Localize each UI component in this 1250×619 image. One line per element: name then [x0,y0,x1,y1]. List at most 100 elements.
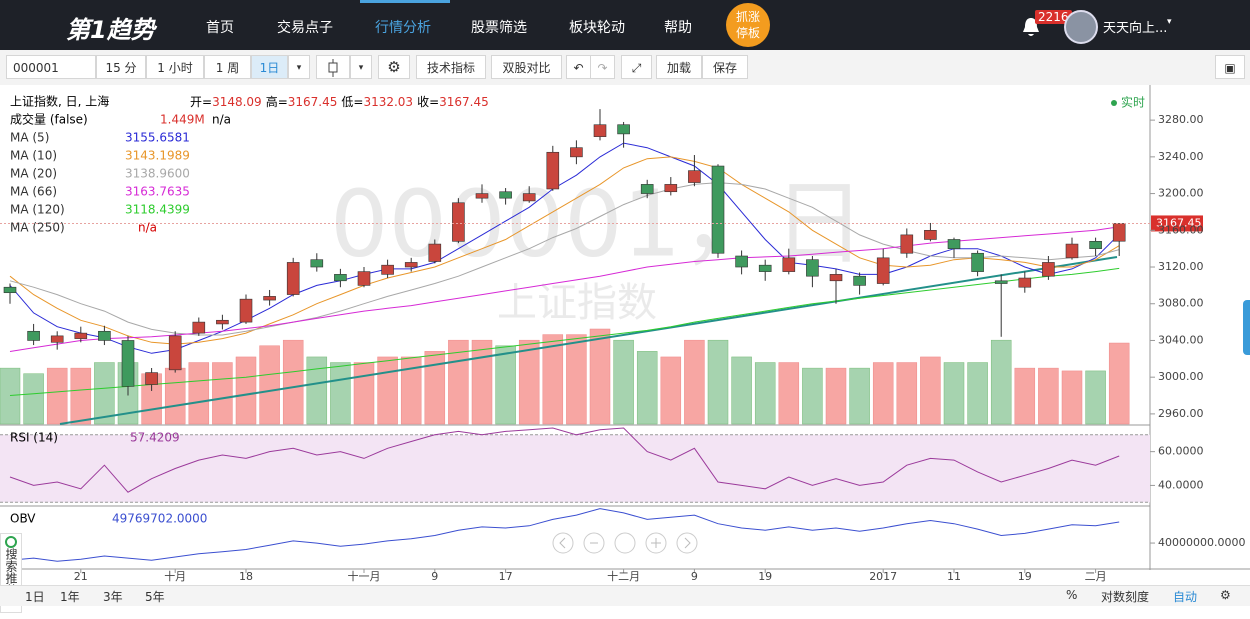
ma-line [9,142,1120,354]
interval-button[interactable]: 1日 [251,55,288,79]
side-drawer-tab[interactable] [1243,300,1250,355]
interval-dropdown[interactable]: ▾ [288,55,310,79]
log-toggle[interactable]: 对数刻度 [1101,590,1150,604]
candle-body [994,280,1008,284]
y-tick-label: 3200.00 [1158,187,1204,200]
save-button[interactable]: 保存 [702,55,748,79]
rsi-band [0,434,1150,503]
y-tick-label: 3080.00 [1158,297,1204,310]
user-caret[interactable]: ▾ [1167,17,1172,27]
ma-legend-value: 3143.1989 [125,149,190,163]
volume-bar [849,367,870,425]
percent-toggle[interactable]: % [1066,588,1078,602]
volume-bar [943,362,965,425]
promo-badge[interactable]: 抓涨 停板 [726,3,770,47]
volume-bar [636,351,658,425]
candle-body [168,335,182,371]
volume-bar [471,339,493,425]
ma-legend-value: 3155.6581 [125,131,190,145]
logo[interactable]: 第1趋势 [66,16,155,44]
realtime-label: 实时 [1121,95,1145,110]
interval-button[interactable]: 15 分 [96,55,146,79]
volume-bar [282,339,304,425]
x-tick-label: 17 [499,570,513,583]
search-tab-label: 搜索推荐 [4,548,18,596]
candle-body [216,319,229,325]
symbol-input[interactable]: 000001 [6,55,96,79]
volume-bar [1014,367,1036,425]
x-tick-label: 9 [431,570,438,583]
pan-controls [552,532,698,554]
active-indicator [360,0,450,3]
rsi-tick-label: 60.0000 [1158,445,1204,458]
x-tick-label: 11 [947,570,961,583]
range-button[interactable]: 1年 [60,590,80,604]
candle-body [924,229,937,240]
load-button[interactable]: 加载 [656,55,702,79]
volume-bar [330,362,351,425]
notification-count: 2216 [1035,10,1072,24]
range-button[interactable]: 5年 [145,590,165,604]
candle-body [522,193,536,202]
ma-legend-name: MA (250) [10,221,65,235]
volume-bar [518,339,540,425]
indicator-button[interactable]: 技术指标 [416,55,486,79]
interval-button[interactable]: 1 周 [204,55,251,79]
obv-tick-label: 40000000.0000 [1158,536,1245,549]
chart-style-button[interactable] [316,55,350,79]
avatar[interactable] [1064,10,1098,44]
range-button[interactable]: 3年 [103,590,123,604]
reset[interactable] [614,532,636,554]
last-price-tag [1151,215,1203,232]
range-button[interactable]: 1日 [25,590,45,604]
redo-button[interactable]: ↷ [590,55,615,79]
style-dropdown[interactable]: ▾ [350,55,372,79]
volume-bar [212,362,233,425]
nav-item[interactable]: 首页 [206,20,234,36]
promo-line: 抓涨 [735,10,760,24]
ohlc-readout: 开=3148.09 高=3167.45 低=3132.03 收=3167.45 [190,94,489,109]
ma-legend-value: n/a [138,221,157,235]
trend-line [59,256,1118,425]
candle-body [286,262,300,295]
axis-settings[interactable]: ⚙ [1220,588,1231,602]
nav-item[interactable]: 行情分析 [375,20,431,36]
ohlc-label: 高= [266,94,288,109]
snapshot-button[interactable]: ▣ [1215,55,1245,79]
nav-item[interactable]: 交易点子 [277,20,333,36]
y-tick-label: 3280.00 [1158,113,1204,126]
candle-body [499,191,512,199]
candle-body [475,193,489,199]
x-tick-label: 十月 [164,569,186,583]
last-price-label: 3167.45 [1156,216,1202,229]
user-name[interactable]: 天天向上... [1103,21,1168,36]
x-tick-label: 21 [74,570,88,583]
obv-line [9,508,1120,562]
volume-bar [872,362,894,425]
pan-right[interactable] [676,532,698,554]
ohlc-value: 3167.45 [439,95,489,109]
undo-button[interactable]: ↶ [566,55,591,79]
volume-bar [23,373,44,425]
candle-body [640,184,654,194]
auto-toggle[interactable]: 自动 [1173,590,1198,604]
fullscreen-button[interactable]: ⤢ [621,55,652,79]
ohlc-value: 3132.03 [363,95,413,109]
interval-button[interactable]: 1 小时 [146,55,204,79]
candle-body [334,274,347,282]
ma-legend-name: MA (5) [10,131,49,145]
candle-body [617,124,630,135]
icon-rect [328,62,338,73]
pan-left[interactable] [552,532,574,554]
nav-item[interactable]: 帮助 [664,20,692,36]
nav-item[interactable]: 股票筛选 [471,20,527,36]
nav-item[interactable]: 板块轮动 [569,20,625,36]
compare-button[interactable]: 双股对比 [491,55,562,79]
candle-body [452,202,465,242]
ma-legend-value: 3118.4399 [125,203,190,217]
ma-line [9,182,1120,336]
x-tick-label: 十二月 [607,569,640,583]
settings-button[interactable]: ⚙ [378,55,410,79]
candle-body [853,275,866,286]
